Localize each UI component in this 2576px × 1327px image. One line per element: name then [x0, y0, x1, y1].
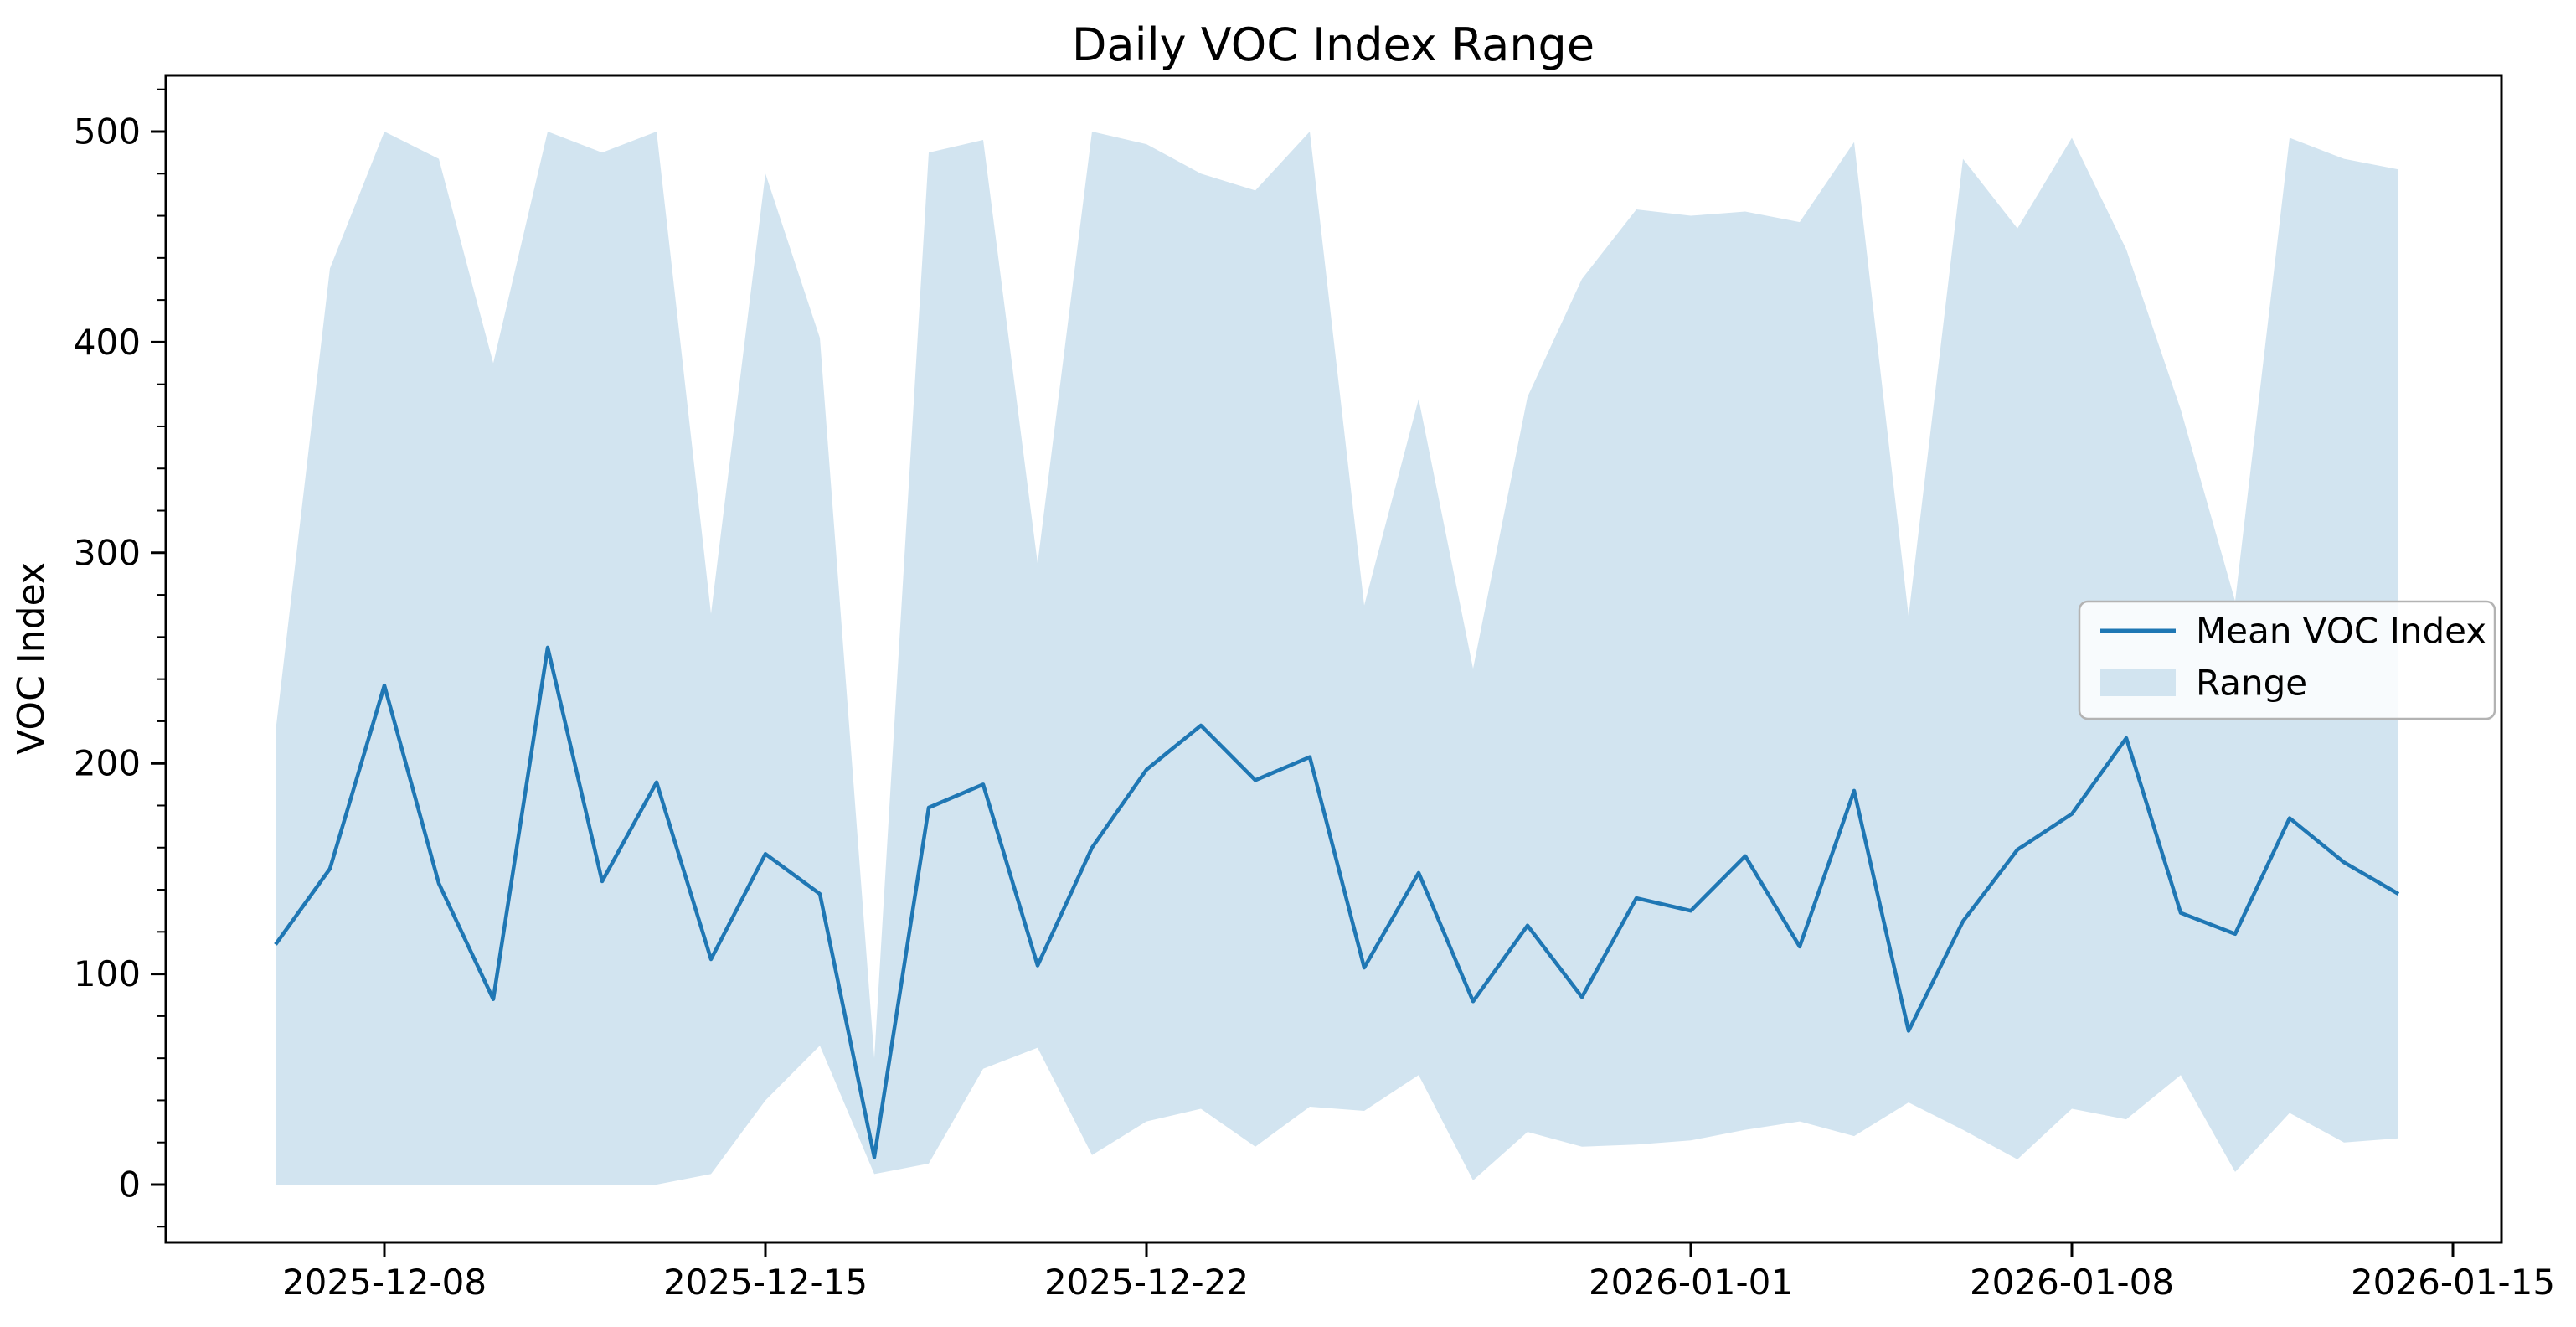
x-tick-label: 2025-12-15 — [663, 1262, 868, 1303]
axes-frame — [164, 74, 2503, 1244]
x-tick-label: 2025-12-22 — [1044, 1262, 1249, 1303]
x-tick-label: 2026-01-01 — [1589, 1262, 1793, 1303]
x-axis-ticks: 2025-12-08 2025-12-15 2025-12-22 2026-01-01… — [282, 1242, 2555, 1303]
y-tick-label: 400 — [74, 322, 141, 363]
legend-box — [2078, 600, 2496, 720]
legend-patch-sample — [2100, 669, 2176, 696]
x-tick-label: 2025-12-08 — [282, 1262, 487, 1303]
y-tick-label: 0 — [118, 1164, 141, 1206]
y-axis-ticks: 0 100 200 300 400 500 — [74, 88, 166, 1228]
chart-title: Daily VOC Index Range — [1072, 18, 1595, 71]
y-tick-label: 300 — [74, 532, 141, 573]
x-tick-label: 2026-01-08 — [1970, 1262, 2174, 1303]
legend: Mean VOC Index Range — [2078, 600, 2496, 720]
x-tick-label: 2026-01-15 — [2351, 1262, 2555, 1303]
y-axis-label: VOC Index — [10, 562, 53, 755]
y-tick-label: 200 — [74, 743, 141, 784]
y-tick-label: 500 — [74, 111, 141, 152]
range-band — [276, 132, 2398, 1185]
legend-label-range: Range — [2196, 663, 2307, 704]
mean-voc-line — [274, 645, 2400, 1159]
legend-label-mean: Mean VOC Index — [2196, 611, 2486, 652]
y-tick-label: 100 — [74, 953, 141, 994]
